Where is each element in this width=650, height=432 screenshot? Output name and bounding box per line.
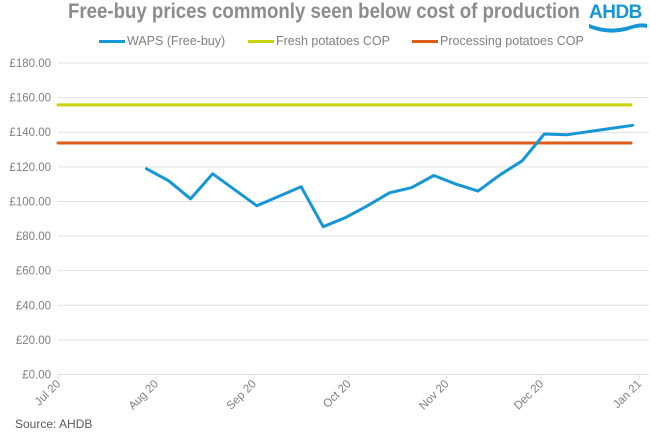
y-tick-label: £20.00	[16, 335, 51, 347]
y-tick-label: £140.00	[9, 127, 51, 139]
legend-item-fresh: Fresh potatoes COP	[248, 34, 390, 48]
y-tick-label: £100.00	[9, 196, 51, 208]
chart-title: Free-buy prices commonly seen below cost…	[68, 0, 580, 23]
legend-swatch	[248, 39, 274, 43]
y-tick-label: £180.00	[9, 58, 51, 70]
legend-item-processing: Processing potatoes COP	[412, 34, 584, 48]
y-tick-label: £80.00	[16, 231, 51, 243]
y-tick-label: £120.00	[9, 162, 51, 174]
y-tick-label: £60.00	[16, 266, 51, 278]
x-tick-label: Aug 20	[127, 378, 161, 412]
logo-text: AHDB	[589, 2, 642, 23]
waps-line	[144, 123, 635, 229]
y-tick-label: £160.00	[9, 93, 51, 105]
logo-wave-icon	[589, 23, 647, 33]
source-note: Source: AHDB	[15, 417, 93, 431]
legend-label: Fresh potatoes COP	[276, 34, 390, 48]
x-tick-label: Jan 21	[611, 378, 644, 411]
ahdb-logo: AHDB	[589, 2, 649, 34]
legend-swatch	[412, 39, 438, 43]
legend-label: Processing potatoes COP	[440, 34, 584, 48]
legend-swatch	[99, 39, 125, 43]
legend-label: WAPS (Free-buy)	[127, 34, 226, 48]
x-tick-label: Sep 20	[225, 378, 259, 412]
x-tick-label: Dec 20	[512, 378, 546, 412]
legend-item-waps: WAPS (Free-buy)	[99, 34, 225, 48]
x-tick-label: Jul 20	[33, 378, 63, 408]
y-tick-label: £0.00	[22, 370, 51, 382]
x-tick-label: Oct 20	[321, 378, 353, 410]
y-tick-label: £40.00	[16, 300, 51, 312]
x-tick-label: Nov 20	[417, 378, 451, 412]
